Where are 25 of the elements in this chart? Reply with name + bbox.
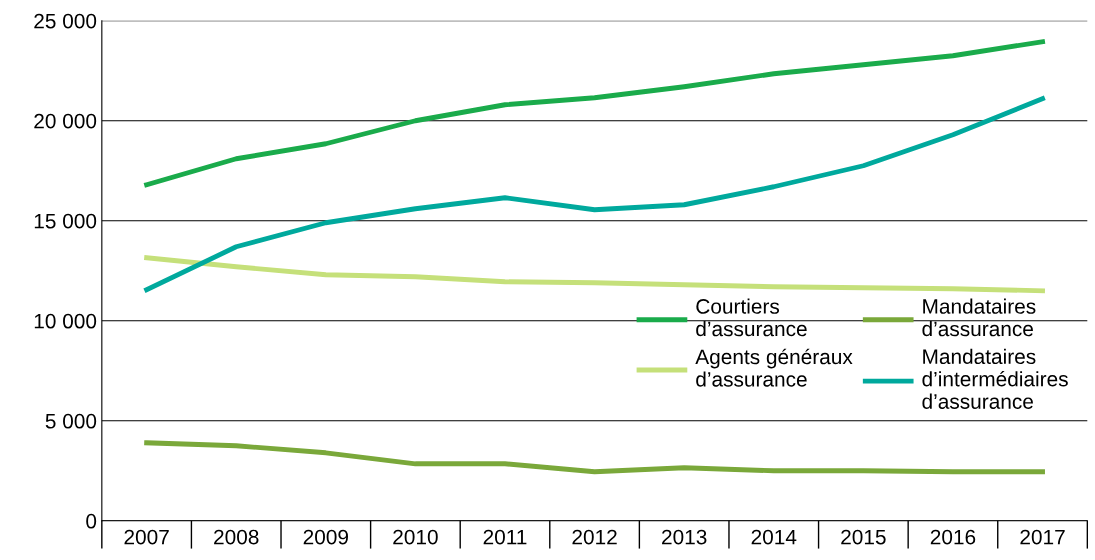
- y-tick-label: 20 000: [34, 113, 97, 129]
- line-series: [144, 96, 1045, 293]
- y-tick-label: 25 000: [34, 13, 97, 29]
- legend-label: Mandataires d’assurance: [922, 298, 1036, 337]
- y-tick-label: 15 000: [34, 213, 97, 229]
- legend-label: Mandataires d’intermédiaires d’assurance: [922, 348, 1068, 409]
- line-series: [144, 255, 1045, 294]
- x-tick-label: 2012: [572, 529, 617, 545]
- x-tick-label: 2013: [662, 529, 707, 545]
- x-tick-label: 2014: [751, 529, 797, 545]
- line-series: [144, 39, 1045, 188]
- x-tick-label: 2008: [214, 529, 259, 545]
- x-tick-label: 2011: [483, 529, 527, 545]
- x-tick-label: 2017: [1020, 529, 1065, 545]
- x-tick-label: 2009: [303, 529, 348, 545]
- y-tick-label: 0: [86, 513, 97, 529]
- line-series: [144, 440, 1045, 475]
- x-tick-label: 2007: [124, 529, 169, 545]
- y-tick-label: 5 000: [45, 413, 97, 429]
- x-tick-label: 2015: [841, 529, 886, 545]
- y-tick-label: 10 000: [34, 313, 97, 329]
- x-tick-label: 2010: [393, 529, 438, 545]
- x-tick-label: 2016: [930, 529, 976, 545]
- legend-label: Courtiers d’assurance: [696, 298, 807, 337]
- legend-label: Agents généraux d’assurance: [695, 348, 853, 387]
